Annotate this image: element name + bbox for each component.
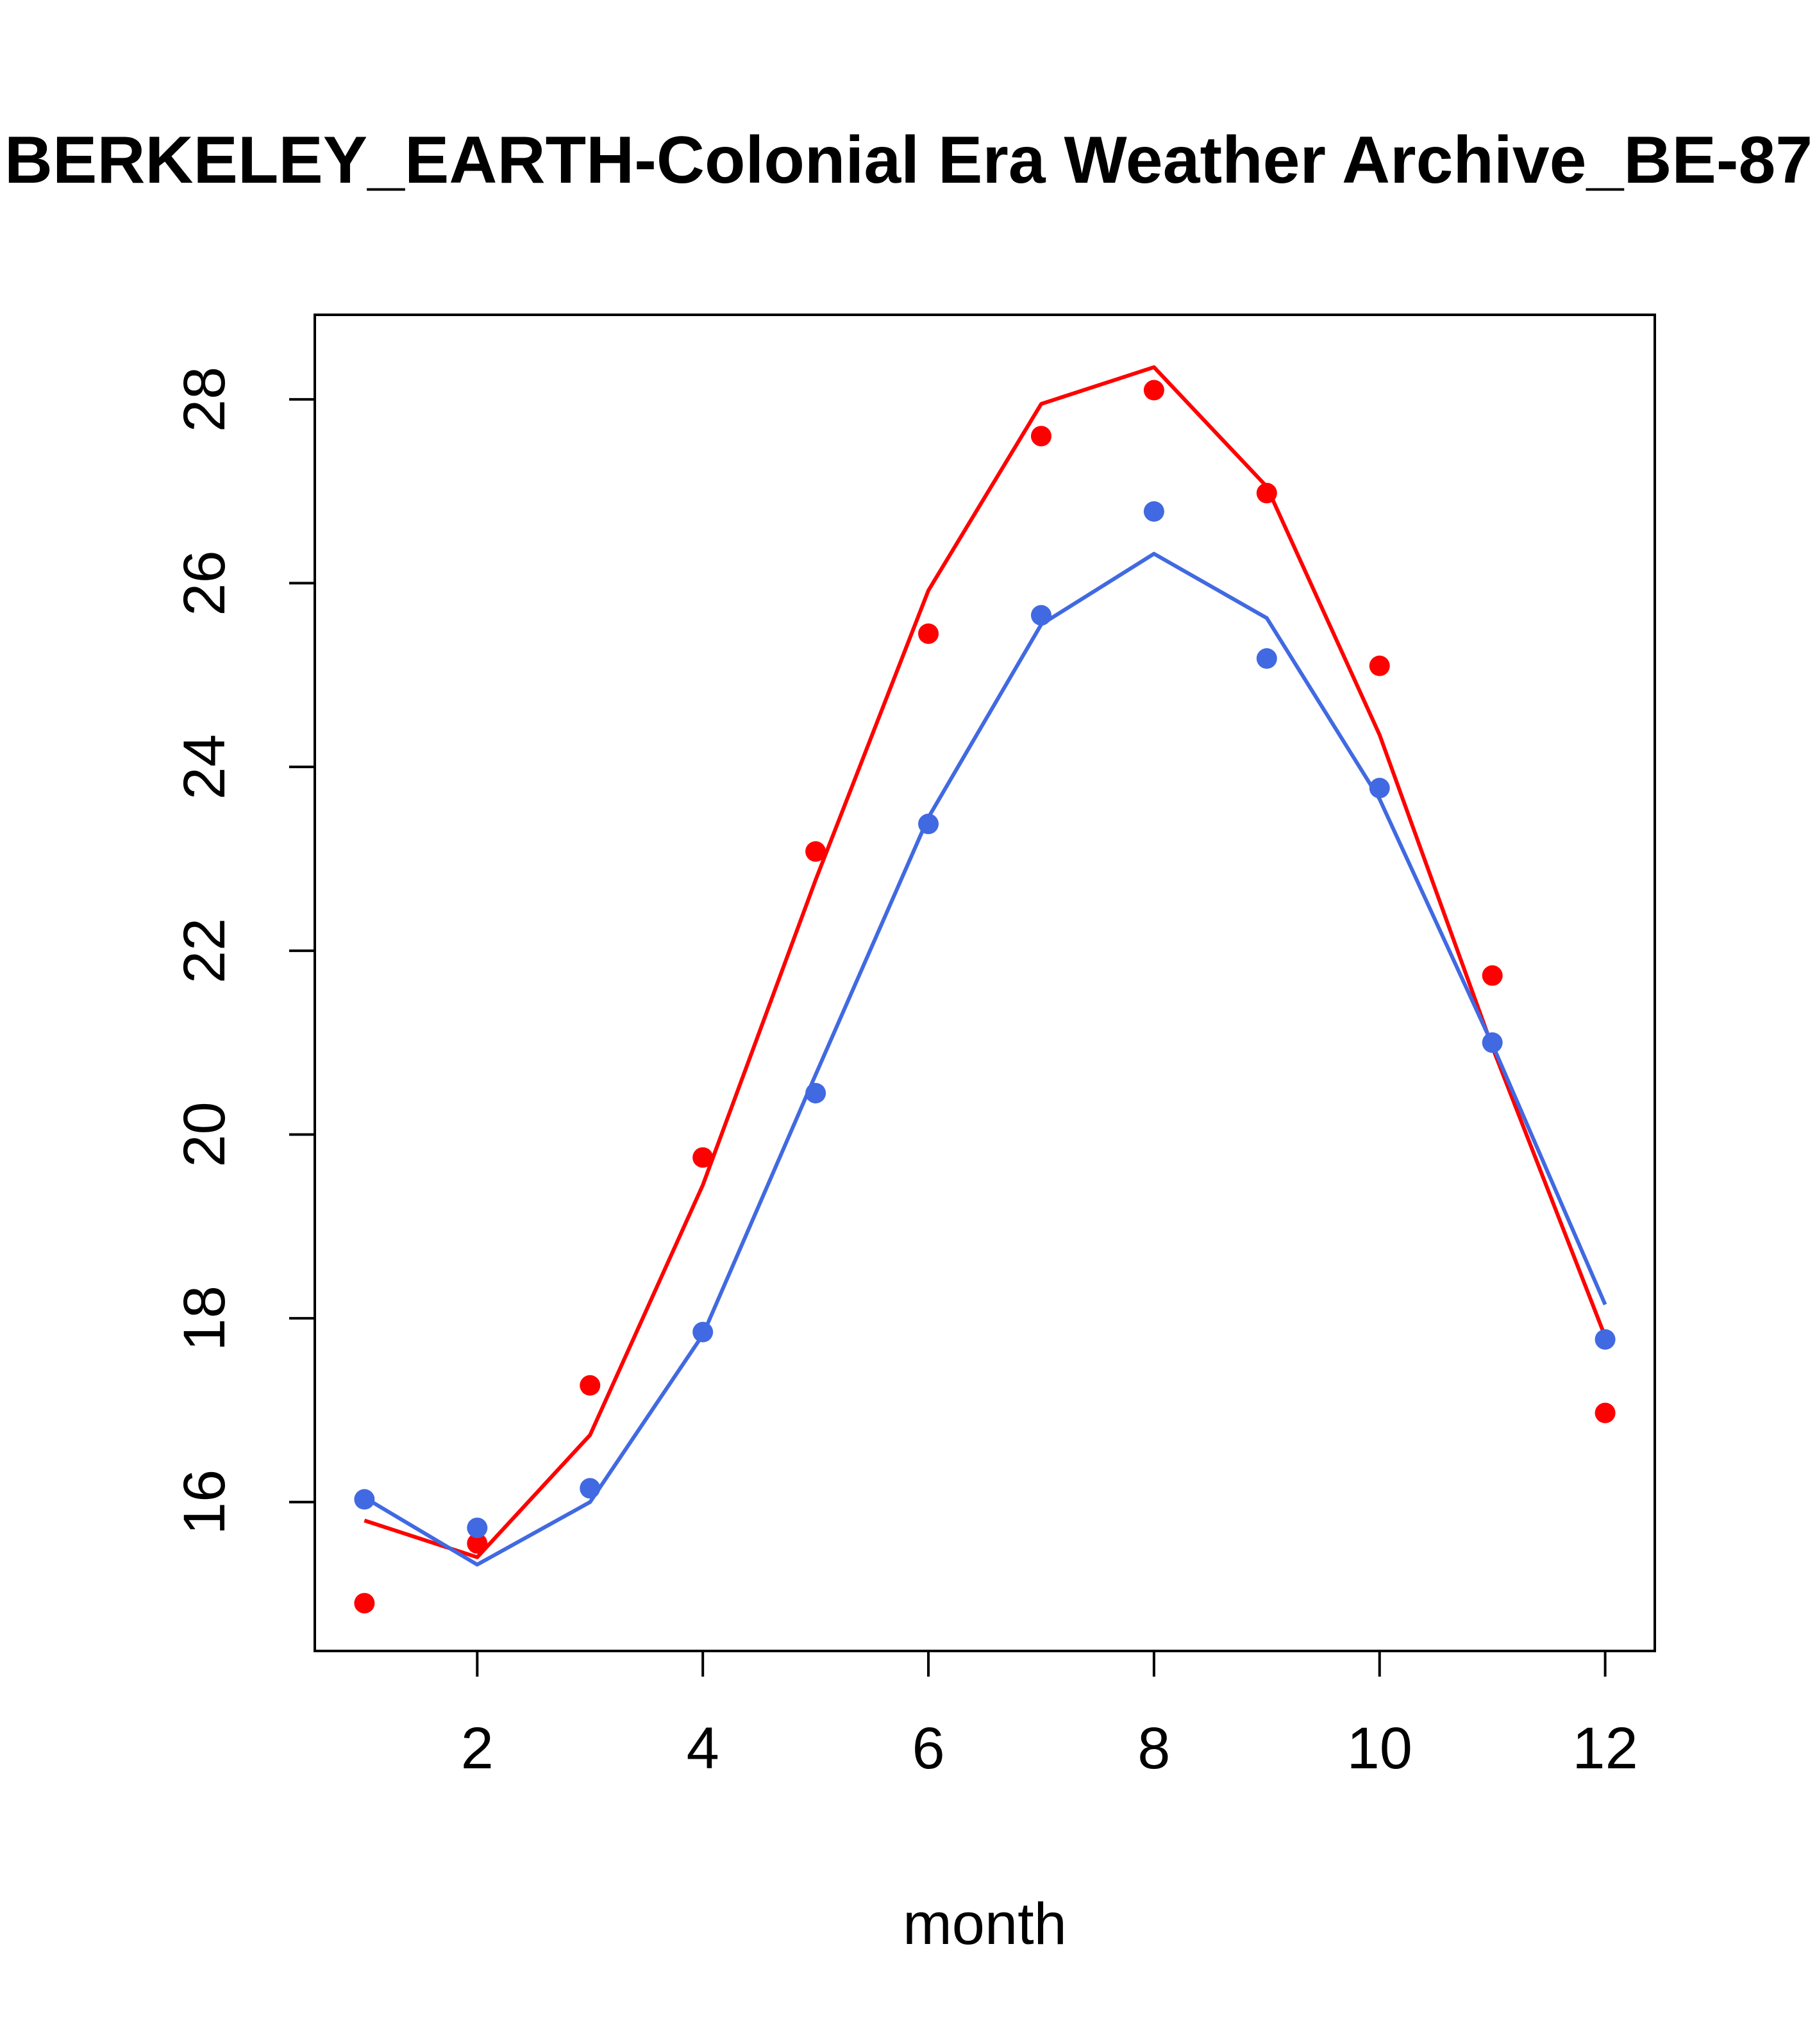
series-1-point	[1369, 655, 1390, 676]
series-2-point	[1482, 1032, 1503, 1053]
series-1-point	[1482, 965, 1503, 986]
x-axis: 2 4 6 8 10 12	[461, 1650, 1638, 1781]
series-1	[354, 365, 1616, 1614]
series-1-line	[364, 365, 1607, 1559]
series-1-point	[467, 1533, 488, 1554]
y-tick-label: 20	[172, 1102, 237, 1167]
y-tick-label: 16	[172, 1470, 237, 1535]
series-1-point	[580, 1375, 601, 1396]
series-1-point	[1256, 483, 1277, 504]
y-tick-label: 26	[172, 550, 237, 616]
series-1-point	[1030, 426, 1051, 447]
y-tick-label: 28	[172, 367, 237, 432]
series-2-point	[692, 1321, 714, 1343]
y-tick-label: 22	[172, 918, 237, 984]
plot-series	[354, 365, 1616, 1614]
chart-title: BERKELEY_EARTH-Colonial Era Weather Arch…	[4, 123, 1813, 197]
series-1-point	[805, 841, 826, 862]
series-1-point	[1143, 380, 1164, 401]
y-tick-label: 18	[172, 1286, 237, 1351]
series-2-point	[1030, 605, 1051, 626]
x-tick-label: 10	[1347, 1716, 1412, 1781]
series-2-line	[363, 551, 1607, 1567]
series-2-point	[1595, 1329, 1616, 1350]
series-2-point	[354, 1489, 375, 1510]
series-2-point	[1256, 648, 1277, 669]
series-1-point	[918, 623, 939, 644]
series-1-point	[1595, 1402, 1616, 1423]
series-2-point	[1369, 778, 1390, 799]
x-tick-label: 8	[1137, 1716, 1170, 1781]
series-1-point	[354, 1593, 375, 1614]
y-tick-label: 24	[172, 734, 237, 800]
plot-frame	[314, 314, 1656, 1652]
y-axis: 16 18 20 22 24 26 28	[172, 367, 316, 1535]
series-2-point	[918, 814, 939, 835]
x-tick-label: 12	[1572, 1716, 1637, 1781]
x-tick-label: 2	[461, 1716, 494, 1781]
series-2	[354, 501, 1616, 1567]
x-axis-label: month	[903, 1891, 1067, 1957]
x-tick-label: 6	[912, 1716, 944, 1781]
series-2-point	[467, 1517, 488, 1538]
series-2-point	[1143, 501, 1164, 522]
series-2-point	[805, 1082, 826, 1103]
series-1-point	[692, 1147, 714, 1168]
series-2-point	[580, 1478, 601, 1499]
x-tick-label: 4	[687, 1716, 719, 1781]
